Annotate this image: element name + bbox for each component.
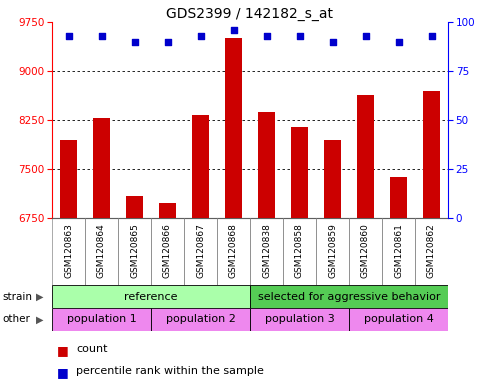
Text: ▶: ▶ [35,314,43,324]
Point [296,33,304,39]
Text: GSM120865: GSM120865 [130,223,139,278]
Point [197,33,205,39]
Bar [184,218,217,285]
Bar [52,218,85,285]
Text: count: count [76,344,108,354]
Bar [357,95,374,384]
Text: GSM120866: GSM120866 [163,223,172,278]
Bar [250,218,283,285]
Bar [225,38,242,384]
Point [328,38,336,45]
Text: GSM120863: GSM120863 [64,223,73,278]
Text: ■: ■ [57,366,69,379]
Text: population 1: population 1 [67,314,137,324]
Bar [52,285,250,308]
Text: population 3: population 3 [265,314,334,324]
Bar [349,218,382,285]
Bar [118,218,151,285]
Point [427,33,435,39]
Bar [390,177,407,384]
Bar [60,140,77,384]
Bar [291,127,308,384]
Text: GSM120860: GSM120860 [361,223,370,278]
Text: GSM120864: GSM120864 [97,223,106,278]
Bar [283,218,316,285]
Text: GSM120861: GSM120861 [394,223,403,278]
Text: strain: strain [2,291,33,301]
Point [98,33,106,39]
Bar [382,218,415,285]
Title: GDS2399 / 142182_s_at: GDS2399 / 142182_s_at [167,7,333,21]
Text: percentile rank within the sample: percentile rank within the sample [76,366,264,376]
Bar [52,308,151,331]
Text: GSM120862: GSM120862 [427,223,436,278]
Text: selected for aggressive behavior: selected for aggressive behavior [258,291,440,301]
Bar [250,308,349,331]
Text: GSM120858: GSM120858 [295,223,304,278]
Text: population 4: population 4 [363,314,433,324]
Text: GSM120859: GSM120859 [328,223,337,278]
Bar [151,218,184,285]
Bar [324,140,341,384]
Bar [415,218,448,285]
Point [164,38,172,45]
Bar [192,116,209,384]
Text: reference: reference [124,291,178,301]
Point [65,33,72,39]
Bar [93,118,110,384]
Bar [258,111,275,384]
Text: GSM120868: GSM120868 [229,223,238,278]
Text: ▶: ▶ [35,291,43,301]
Bar [316,218,349,285]
Bar [151,308,250,331]
Bar [159,203,176,384]
Point [361,33,369,39]
Bar [217,218,250,285]
Bar [85,218,118,285]
Text: population 2: population 2 [166,314,236,324]
Point [394,38,402,45]
Text: ■: ■ [57,344,69,358]
Bar [423,91,440,384]
Bar [126,197,143,384]
Bar [250,285,448,308]
Point [263,33,271,39]
Text: other: other [2,314,31,324]
Point [230,27,238,33]
Text: GSM120838: GSM120838 [262,223,271,278]
Text: GSM120867: GSM120867 [196,223,205,278]
Bar [349,308,448,331]
Point [131,38,139,45]
